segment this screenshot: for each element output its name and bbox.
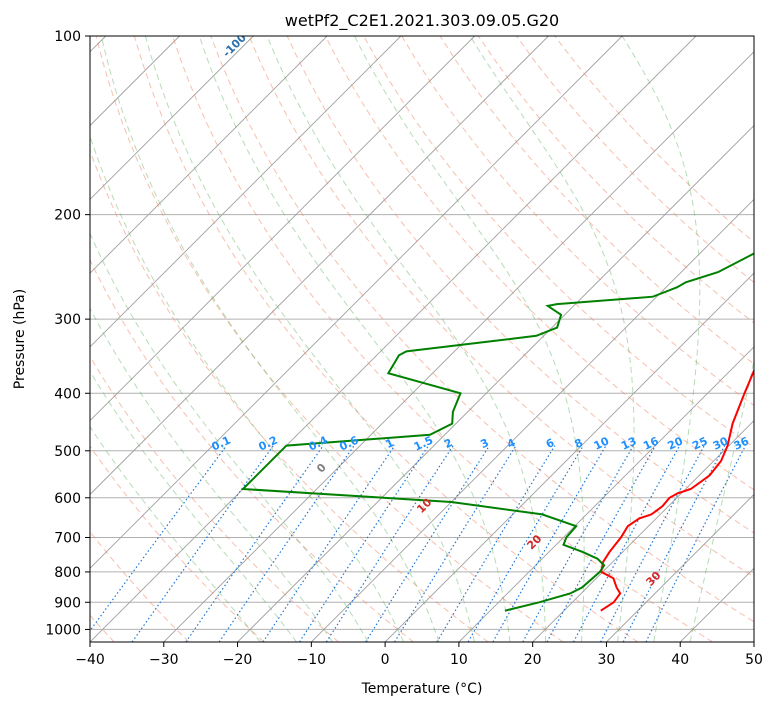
y-tick-label: 100 bbox=[54, 29, 81, 45]
mixing-ratio-label: 30 bbox=[711, 434, 731, 452]
x-tick-label: 0 bbox=[381, 652, 390, 668]
mixing-ratio-line bbox=[131, 445, 274, 642]
x-tick-label: 30 bbox=[598, 652, 616, 668]
isotherm-line bbox=[237, 124, 754, 642]
x-tick-label: −40 bbox=[75, 652, 105, 668]
x-tick-label: 40 bbox=[671, 652, 689, 668]
mixing-ratio-label: 10 bbox=[592, 434, 612, 452]
mixing-ratio-line bbox=[325, 445, 454, 642]
mixing-ratio-line bbox=[467, 445, 584, 642]
mixing-ratio-line bbox=[90, 445, 227, 632]
moist-adiabat-line bbox=[90, 307, 333, 642]
mixing-ratio-line bbox=[299, 445, 429, 642]
moist-adiabat-line bbox=[144, 36, 475, 642]
y-tick-label: 1000 bbox=[45, 622, 81, 638]
mixing-ratio-label: 25 bbox=[690, 434, 709, 452]
x-tick-label: −30 bbox=[149, 652, 179, 668]
pressure-grid bbox=[90, 36, 754, 630]
mixing-ratio-line bbox=[546, 445, 657, 642]
isotherm-line bbox=[90, 36, 402, 348]
moist-adiabat-line bbox=[469, 36, 635, 642]
mixing-ratio-line bbox=[645, 445, 747, 642]
y-tick-label: 700 bbox=[54, 531, 81, 547]
y-tick-label: 400 bbox=[54, 386, 81, 402]
mixing-ratio-line bbox=[622, 445, 726, 642]
mixing-ratio-line bbox=[394, 445, 517, 642]
isotherm-line bbox=[90, 36, 697, 642]
moist-adiabat-line bbox=[689, 358, 754, 642]
x-axis-label: Temperature (°C) bbox=[361, 681, 483, 697]
y-tick-label: 500 bbox=[54, 444, 81, 460]
dry-adiabat-line bbox=[477, 36, 754, 324]
plot-area: -100-90-80-70-60-50-40-30-20-10010203040… bbox=[90, 36, 754, 642]
mixing-ratio-label: 16 bbox=[641, 434, 661, 452]
moist-adiabat-line bbox=[90, 370, 297, 642]
dry-adiabat-line bbox=[172, 36, 713, 642]
mixing-ratio-line bbox=[218, 445, 355, 642]
chart-title: wetPf2_C2E1.2021.303.09.05.G20 bbox=[285, 11, 559, 31]
isotherm-line bbox=[90, 36, 475, 422]
x-tick-label: −20 bbox=[223, 652, 253, 668]
isotherm-line bbox=[384, 272, 754, 642]
isotherm-line bbox=[458, 346, 754, 642]
x-tick-label: 50 bbox=[745, 652, 763, 668]
mixing-ratio-label: 13 bbox=[619, 434, 638, 452]
mixing-ratio-label: 20 bbox=[666, 434, 686, 452]
dry-adiabat-line bbox=[90, 355, 339, 642]
mixing-ratio-line bbox=[436, 445, 556, 642]
x-tick-label: 10 bbox=[450, 652, 468, 668]
y-tick-label: 300 bbox=[54, 312, 81, 328]
isotherm-line bbox=[532, 420, 754, 642]
sounding-series bbox=[240, 252, 754, 612]
isotherm-line bbox=[90, 36, 549, 496]
skewed-isotherms bbox=[90, 36, 754, 642]
dry-adiabats bbox=[90, 36, 754, 642]
isotherm-line bbox=[90, 36, 623, 569]
dry-adiabat-line bbox=[286, 36, 754, 534]
y-tick-label: 600 bbox=[54, 491, 81, 507]
mixing-ratio-label: 36 bbox=[732, 434, 752, 452]
mixing-ratio-lines bbox=[90, 445, 747, 642]
dewpoint-line bbox=[240, 252, 754, 612]
moist-adiabat-line bbox=[90, 134, 405, 642]
y-axis-ticks: 100 200 300 400 500 600 700 800 900 1000 bbox=[45, 29, 90, 638]
dry-adiabat-line bbox=[516, 36, 754, 284]
y-tick-label: 900 bbox=[54, 595, 81, 611]
dry-adiabat-line bbox=[90, 445, 265, 642]
mixing-ratio-line bbox=[365, 445, 490, 642]
dry-adiabat-line bbox=[248, 36, 754, 578]
y-tick-label: 800 bbox=[54, 565, 81, 581]
y-axis-label: Pressure (hPa) bbox=[12, 289, 28, 389]
dry-adiabat-line bbox=[95, 36, 564, 642]
isotherm-line bbox=[163, 51, 754, 642]
mixing-ratio-line bbox=[185, 445, 324, 642]
moist-adiabat-line bbox=[90, 232, 369, 642]
dry-adiabat-line bbox=[324, 36, 754, 491]
y-tick-label: 200 bbox=[54, 208, 81, 224]
moist-adiabat-line bbox=[100, 36, 440, 642]
dry-adiabat-line bbox=[210, 36, 754, 623]
moist-adiabat-line bbox=[90, 425, 261, 642]
isotherm-line bbox=[90, 36, 328, 274]
isotherm-line bbox=[606, 493, 754, 642]
plot-frame bbox=[89, 35, 755, 643]
dry-adiabat-line bbox=[90, 258, 414, 642]
moist-adiabat-line bbox=[266, 36, 547, 642]
x-tick-label: −10 bbox=[297, 652, 327, 668]
x-axis-ticks: −40 −30 −20 −10 0 10 20 30 40 50 bbox=[75, 642, 763, 668]
moist-adiabat-line bbox=[354, 36, 585, 642]
x-tick-label: 20 bbox=[524, 652, 542, 668]
temperature-line bbox=[600, 368, 754, 612]
moist-adiabat-line bbox=[621, 36, 701, 642]
mixing-ratio-line bbox=[262, 445, 396, 642]
moist-adiabat-line bbox=[198, 36, 511, 642]
isotherm-line bbox=[90, 36, 254, 200]
moist-adiabats bbox=[90, 36, 754, 642]
dry-adiabat-line bbox=[133, 36, 639, 642]
